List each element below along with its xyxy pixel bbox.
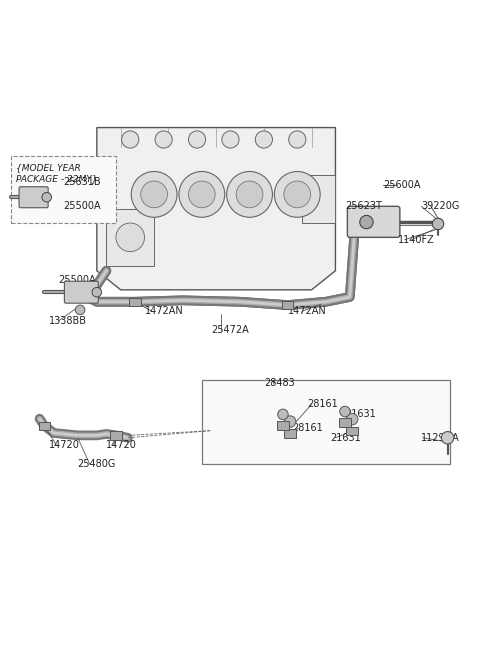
Text: 14720: 14720: [107, 440, 137, 450]
Circle shape: [442, 432, 454, 444]
Circle shape: [155, 131, 172, 148]
Text: 28161: 28161: [292, 423, 323, 433]
FancyBboxPatch shape: [64, 281, 98, 303]
Circle shape: [222, 131, 239, 148]
FancyBboxPatch shape: [302, 175, 336, 223]
Text: 25500A: 25500A: [59, 276, 96, 285]
Circle shape: [189, 131, 205, 148]
Circle shape: [227, 171, 273, 217]
Text: 21631: 21631: [331, 433, 361, 443]
Circle shape: [75, 305, 85, 315]
FancyBboxPatch shape: [284, 429, 296, 438]
Circle shape: [236, 181, 263, 208]
Text: 1472AN: 1472AN: [144, 306, 183, 316]
Text: 25472A: 25472A: [211, 325, 249, 335]
Circle shape: [255, 131, 273, 148]
Polygon shape: [97, 127, 336, 290]
Circle shape: [284, 181, 311, 208]
Circle shape: [432, 218, 444, 230]
FancyBboxPatch shape: [347, 427, 358, 436]
Circle shape: [360, 215, 373, 229]
FancyBboxPatch shape: [282, 301, 293, 309]
Text: 21631: 21631: [345, 409, 376, 419]
Text: 25480G: 25480G: [78, 459, 116, 469]
Circle shape: [42, 192, 51, 202]
Text: 25623T: 25623T: [345, 201, 382, 211]
FancyBboxPatch shape: [277, 421, 288, 430]
FancyBboxPatch shape: [339, 418, 351, 427]
Text: 28161: 28161: [307, 400, 337, 409]
Text: 25500A: 25500A: [63, 201, 101, 211]
FancyBboxPatch shape: [11, 156, 116, 223]
Circle shape: [347, 413, 358, 425]
FancyBboxPatch shape: [19, 187, 48, 208]
Text: 1338BB: 1338BB: [49, 316, 87, 326]
Circle shape: [131, 171, 177, 217]
Text: 28483: 28483: [264, 378, 295, 388]
Text: 25600A: 25600A: [383, 180, 420, 190]
Text: 14720: 14720: [49, 440, 80, 450]
FancyBboxPatch shape: [202, 380, 450, 464]
Circle shape: [121, 131, 139, 148]
Text: 1129DA: 1129DA: [421, 433, 460, 443]
FancyBboxPatch shape: [110, 431, 121, 440]
FancyBboxPatch shape: [38, 422, 50, 430]
Circle shape: [141, 181, 168, 208]
Text: {MODEL YEAR
PACKAGE - 22MY}: {MODEL YEAR PACKAGE - 22MY}: [16, 163, 97, 183]
Text: 1472AN: 1472AN: [288, 306, 326, 316]
Circle shape: [278, 409, 288, 420]
Circle shape: [189, 181, 215, 208]
Text: 39220G: 39220G: [421, 201, 460, 211]
Circle shape: [116, 223, 144, 252]
Text: 25631B: 25631B: [63, 177, 101, 188]
FancyBboxPatch shape: [348, 206, 400, 237]
Circle shape: [275, 171, 320, 217]
Circle shape: [92, 287, 102, 297]
Circle shape: [340, 406, 350, 417]
Circle shape: [284, 416, 296, 427]
FancyBboxPatch shape: [107, 209, 154, 266]
Circle shape: [179, 171, 225, 217]
Text: 1140FZ: 1140FZ: [397, 235, 434, 245]
Circle shape: [288, 131, 306, 148]
FancyBboxPatch shape: [129, 298, 141, 306]
